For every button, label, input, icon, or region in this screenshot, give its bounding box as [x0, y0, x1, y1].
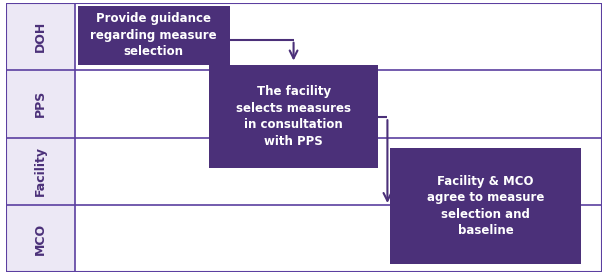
- Bar: [390, 148, 581, 264]
- Text: Facility & MCO
agree to measure
selection and
baseline: Facility & MCO agree to measure selectio…: [427, 175, 544, 237]
- Bar: [6, 3, 75, 70]
- Bar: [78, 6, 229, 65]
- Text: PPS: PPS: [34, 90, 47, 117]
- Bar: [6, 138, 75, 205]
- Bar: [6, 70, 75, 138]
- Text: Facility: Facility: [34, 146, 47, 196]
- Bar: [6, 205, 75, 272]
- Text: Provide guidance
regarding measure
selection: Provide guidance regarding measure selec…: [90, 12, 217, 58]
- Text: DOH: DOH: [34, 21, 47, 52]
- Bar: [209, 65, 378, 168]
- Text: MCO: MCO: [34, 222, 47, 255]
- Text: The facility
selects measures
in consultation
with PPS: The facility selects measures in consult…: [236, 85, 351, 147]
